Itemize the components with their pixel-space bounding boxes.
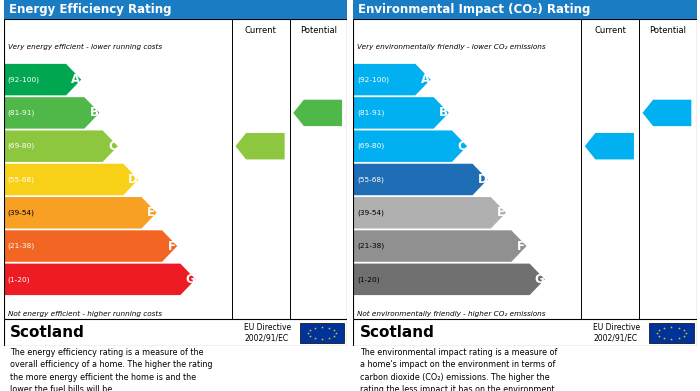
Text: (55-68): (55-68) [357,176,384,183]
Text: Environmental Impact (CO₂) Rating: Environmental Impact (CO₂) Rating [358,3,590,16]
Text: EU Directive
2002/91/EC: EU Directive 2002/91/EC [244,323,291,343]
Text: G: G [186,273,195,286]
Text: (69-80): (69-80) [8,143,35,149]
Text: D: D [477,173,487,186]
Polygon shape [353,64,430,95]
Bar [232,19,347,41]
Polygon shape [353,164,488,195]
Text: 89: 89 [315,106,331,119]
Text: Very environmentally friendly - lower CO₂ emissions: Very environmentally friendly - lower CO… [357,44,545,50]
Polygon shape [353,197,506,228]
Text: 78: 78 [257,140,274,153]
Text: B: B [90,106,99,119]
Text: E: E [147,206,155,219]
Text: B: B [439,106,448,119]
Polygon shape [4,230,177,262]
Text: E: E [496,206,505,219]
Text: F: F [517,240,525,253]
Bar [300,323,344,343]
Text: (21-38): (21-38) [8,243,35,249]
Text: C: C [457,140,466,153]
Polygon shape [4,264,195,295]
Text: Potential: Potential [650,25,686,34]
Polygon shape [4,164,139,195]
Text: F: F [168,240,176,253]
Polygon shape [584,133,634,160]
Polygon shape [353,264,545,295]
Text: Current: Current [245,25,277,34]
Bar [582,19,696,41]
Polygon shape [353,131,467,162]
Text: (39-54): (39-54) [357,210,384,216]
Polygon shape [4,197,157,228]
Text: A: A [421,73,430,86]
Text: The energy efficiency rating is a measure of the
overall efficiency of a home. T: The energy efficiency rating is a measur… [10,348,213,391]
Bar [649,323,694,343]
Text: (92-100): (92-100) [357,76,389,83]
Polygon shape [4,97,99,129]
Text: Scotland: Scotland [360,325,435,340]
Text: Not energy efficient - higher running costs: Not energy efficient - higher running co… [8,311,162,317]
Polygon shape [293,100,342,126]
Text: G: G [535,273,545,286]
Text: D: D [128,173,138,186]
Text: (92-100): (92-100) [8,76,40,83]
Polygon shape [4,64,81,95]
Text: (1-20): (1-20) [357,276,379,283]
Text: (55-68): (55-68) [8,176,34,183]
Text: C: C [108,140,117,153]
Text: Potential: Potential [300,25,337,34]
Text: Very energy efficient - lower running costs: Very energy efficient - lower running co… [8,44,162,50]
Polygon shape [4,131,118,162]
Text: (39-54): (39-54) [8,210,34,216]
Text: Not environmentally friendly - higher CO₂ emissions: Not environmentally friendly - higher CO… [357,311,545,317]
Polygon shape [353,230,526,262]
Polygon shape [235,133,285,160]
Polygon shape [643,100,692,126]
Text: Energy Efficiency Rating: Energy Efficiency Rating [8,3,172,16]
Text: (69-80): (69-80) [357,143,384,149]
Text: (21-38): (21-38) [357,243,384,249]
Text: Current: Current [594,25,626,34]
Text: (1-20): (1-20) [8,276,30,283]
Text: The environmental impact rating is a measure of
a home's impact on the environme: The environmental impact rating is a mea… [360,348,557,391]
Text: Scotland: Scotland [10,325,85,340]
Polygon shape [353,97,449,129]
Text: (81-91): (81-91) [357,109,384,116]
Text: EU Directive
2002/91/EC: EU Directive 2002/91/EC [594,323,641,343]
Text: (81-91): (81-91) [8,109,35,116]
Text: 88: 88 [664,106,680,119]
Text: A: A [71,73,80,86]
Text: 78: 78 [606,140,623,153]
